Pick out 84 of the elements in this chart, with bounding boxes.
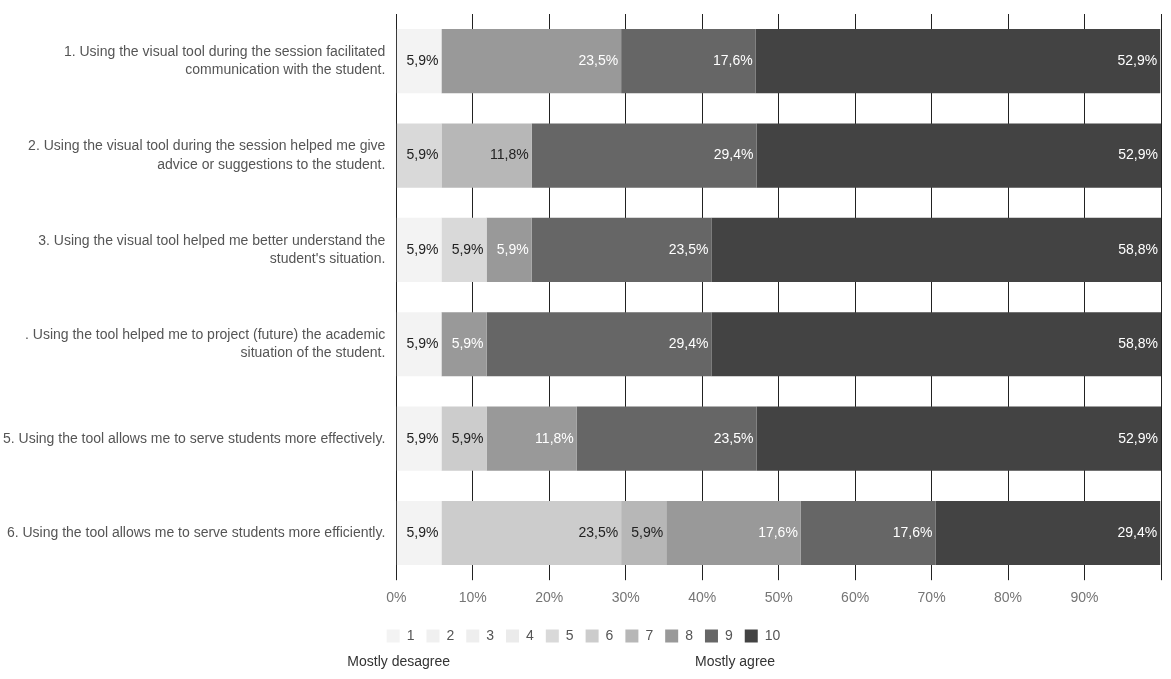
bar (621, 500, 667, 566)
data-label: 5,9% (496, 240, 529, 257)
bar (486, 217, 532, 282)
x-tick-label: 60% (841, 589, 870, 606)
data-label: 58,8% (1118, 240, 1158, 257)
legend-label: 6 (605, 626, 614, 643)
x-tick-label: 40% (688, 589, 717, 606)
bar (441, 500, 622, 566)
bar (756, 123, 1161, 188)
data-label: 17,6% (713, 52, 753, 69)
bar (486, 312, 712, 377)
x-tick-label: 0% (386, 589, 407, 606)
data-label: 5,9% (406, 52, 439, 69)
legend-label: 10 (764, 626, 781, 643)
data-label: 29,4% (668, 335, 709, 352)
y-tick-label: 3. Using the visual tool helped me better understand the student's situation. (38, 231, 386, 266)
bar (396, 312, 442, 377)
data-label: 11,8% (535, 429, 574, 446)
bar (441, 406, 487, 471)
bar (441, 123, 532, 188)
data-label: 29,4% (713, 146, 754, 163)
bar (621, 29, 756, 94)
data-label: 29,4% (1117, 523, 1158, 540)
bar (396, 217, 442, 282)
data-label: 52,9% (1118, 429, 1158, 446)
bar (755, 29, 1161, 94)
data-label: 5,9% (406, 146, 439, 163)
x-tick-label: 90% (1070, 589, 1099, 606)
legend-label: 5 (565, 626, 574, 643)
data-label: 23,5% (668, 240, 709, 257)
data-label: 5,9% (631, 523, 664, 540)
legend-label: 3 (486, 626, 495, 643)
data-label: 11,8% (490, 146, 529, 163)
bar (711, 312, 1161, 377)
data-label: 5,9% (406, 523, 439, 540)
bar (935, 500, 1161, 566)
y-tick-label: 6. Using the tool allows me to serve students more efficiently. (6, 523, 386, 540)
x-tick-label: 10% (458, 589, 487, 606)
bar (711, 217, 1161, 282)
data-label: 23,5% (578, 52, 619, 69)
bar (396, 500, 442, 566)
bar (396, 123, 442, 188)
bar (396, 406, 442, 471)
y-tick-label: 1. Using the visual tool during the session facilitated communication with the student. (63, 42, 386, 78)
data-label: 58,8% (1118, 335, 1158, 352)
text: Mostly desagree (347, 652, 451, 669)
data-label: 5,9% (406, 429, 439, 446)
data-label: 5,9% (406, 335, 439, 352)
y-tick-label: . Using the tool helped me to project (future) the academic situation of the student. (25, 326, 386, 361)
bar (800, 500, 936, 566)
x-tick-label: 50% (764, 589, 793, 606)
x-tick-label: 80% (994, 589, 1023, 606)
bar (486, 406, 577, 471)
legend-label: 8 (685, 626, 694, 643)
data-label: 52,9% (1118, 146, 1158, 163)
data-label: 23,5% (713, 429, 754, 446)
y-tick-label: 5. Using the tool allows me to serve students more effectively. (3, 429, 386, 446)
data-label: 5,9% (406, 240, 439, 257)
legend-label: 4 (526, 626, 535, 643)
data-label: 5,9% (451, 240, 484, 257)
bar (441, 217, 487, 282)
data-label: 5,9% (451, 429, 484, 446)
data-label: 5,9% (451, 335, 484, 352)
x-tick-label: 30% (611, 589, 640, 606)
legend-label: 2 (446, 626, 455, 643)
text: Mostly agree (694, 652, 776, 669)
legend-label: 1 (406, 626, 415, 643)
legend-label: 7 (645, 626, 654, 643)
legend-label: 9 (724, 626, 733, 643)
bar (441, 29, 622, 94)
data-label: 23,5% (578, 523, 619, 540)
bar (531, 123, 757, 188)
bar (576, 406, 757, 471)
bar (441, 312, 487, 377)
bar (756, 406, 1161, 471)
data-label: 17,6% (892, 523, 933, 540)
bar (396, 29, 442, 94)
x-tick-label: 70% (917, 589, 946, 606)
data-label: 17,6% (758, 523, 798, 540)
bar (666, 500, 801, 566)
x-tick-label: 20% (535, 589, 564, 606)
y-tick-label: 2. Using the visual tool during the session helped me give advice or suggestions to the student. (28, 137, 386, 172)
data-label: 52,9% (1117, 52, 1158, 69)
bar (531, 217, 712, 282)
